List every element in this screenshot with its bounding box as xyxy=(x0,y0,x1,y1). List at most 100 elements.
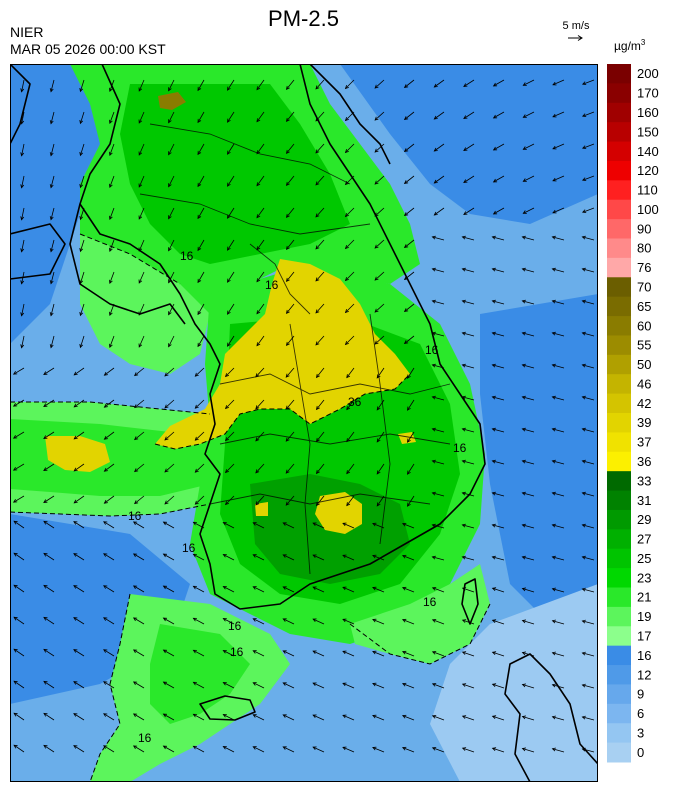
wind-vector-head xyxy=(222,554,227,558)
wind-vector xyxy=(104,463,115,472)
wind-vector xyxy=(432,683,445,689)
wind-vector xyxy=(552,79,565,86)
wind-vector-head xyxy=(103,521,108,525)
wind-vector-head xyxy=(551,427,556,432)
wind-vector xyxy=(164,463,175,473)
wind-vector xyxy=(552,364,565,369)
wind-vector xyxy=(80,335,85,348)
wind-vector-head xyxy=(431,747,437,751)
wind-vector-head xyxy=(252,586,257,590)
wind-vector xyxy=(13,463,25,471)
wind-vector xyxy=(462,236,475,241)
wind-vector-head xyxy=(552,81,557,86)
wind-vector-head xyxy=(43,712,48,717)
wind-vector-head xyxy=(194,372,199,377)
wind-vector-head xyxy=(164,436,169,441)
wind-vector-head xyxy=(463,83,468,87)
wind-vector-head xyxy=(285,85,290,90)
wind-vector xyxy=(374,239,385,249)
southern-yellow-blob xyxy=(315,492,362,534)
wind-vector xyxy=(552,396,565,401)
wind-vector-head xyxy=(551,395,556,400)
legend-swatch xyxy=(607,160,631,181)
wind-vector-head xyxy=(431,491,436,496)
wind-vector-head xyxy=(255,501,260,506)
wind-vector-head xyxy=(312,618,317,623)
wind-vector-head xyxy=(581,651,586,656)
wind-vector-head xyxy=(73,467,78,472)
wind-vector-head xyxy=(194,404,199,409)
legend-label: 55 xyxy=(637,338,651,353)
wind-vector xyxy=(432,332,445,337)
wind-vector-head xyxy=(285,373,290,378)
wind-vector-head xyxy=(312,746,317,751)
wind-vector xyxy=(523,143,535,150)
wind-vector-head xyxy=(49,216,54,221)
wind-vector-head xyxy=(282,554,287,558)
wind-vector-head xyxy=(79,343,84,349)
legend-swatch xyxy=(607,393,631,414)
wind-vector xyxy=(43,553,55,561)
wind-vector xyxy=(285,367,295,378)
wind-vector-head xyxy=(551,747,556,752)
contour-label: 16 xyxy=(453,441,467,455)
wind-vector-head xyxy=(461,651,467,655)
wind-vector-head xyxy=(461,395,466,400)
wind-vector-head xyxy=(521,235,526,240)
wind-vector xyxy=(374,143,385,153)
wind-vector-head xyxy=(227,118,231,123)
wind-vector-head xyxy=(461,491,466,496)
wind-vector xyxy=(50,111,55,124)
wind-vector-head xyxy=(192,553,197,558)
wind-vector xyxy=(492,683,505,689)
wind-vector xyxy=(346,495,355,506)
wind-vector-head xyxy=(285,501,290,506)
wind-vector-head xyxy=(374,276,379,281)
wind-vector xyxy=(432,460,445,465)
wind-vector xyxy=(432,364,445,369)
wind-vector-head xyxy=(552,145,557,150)
wind-vector xyxy=(523,207,535,214)
wind-vector xyxy=(582,111,595,117)
wind-vector xyxy=(372,587,385,593)
wind-vector-head xyxy=(581,209,587,213)
wind-vector xyxy=(163,649,175,657)
wind-vector xyxy=(404,175,415,184)
wind-vector xyxy=(492,332,505,337)
wind-vector xyxy=(73,399,85,408)
wind-vector xyxy=(374,303,385,313)
legend-label: 140 xyxy=(637,144,659,159)
wind-vector-head xyxy=(461,299,466,304)
wind-vector xyxy=(462,300,475,305)
legend-label: 37 xyxy=(637,435,651,450)
wind-vector xyxy=(462,492,475,497)
wind-vector-head xyxy=(103,649,108,653)
wind-vector-head xyxy=(103,553,108,557)
wind-vector-head xyxy=(13,520,18,525)
wind-vector-head xyxy=(222,586,227,590)
wind-vector-head xyxy=(551,555,556,560)
wind-vector xyxy=(402,587,415,593)
wind-vector-head xyxy=(282,618,287,622)
wind-vector-head xyxy=(551,459,556,464)
wind-vector xyxy=(80,111,85,124)
wind-vector xyxy=(345,175,355,185)
wind-vector-head xyxy=(256,118,261,123)
wind-reference: 5 m/s xyxy=(548,20,604,42)
wind-vector-head xyxy=(222,746,227,750)
header-info: NIER MAR 05 2026 00:00 KST xyxy=(10,24,166,58)
legend-swatch xyxy=(607,723,631,744)
wind-vector xyxy=(138,239,145,252)
wind-vector-head xyxy=(461,715,467,719)
wind-vector xyxy=(582,268,595,273)
wind-vector-head xyxy=(401,746,407,751)
wind-vector-head xyxy=(463,211,468,215)
wind-vector-head xyxy=(222,522,227,526)
wind-vector-head xyxy=(197,182,202,188)
wind-vector-head xyxy=(134,372,139,377)
wind-vector-head xyxy=(49,88,54,93)
wind-vector-head xyxy=(342,746,347,751)
wind-vector xyxy=(342,682,355,689)
wind-vector-head xyxy=(192,713,197,718)
wind-vector xyxy=(168,79,175,91)
